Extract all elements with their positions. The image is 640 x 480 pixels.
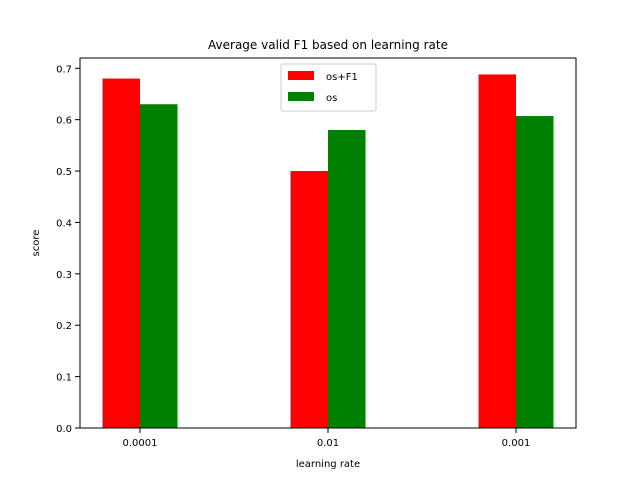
bar-os-0-0001 (140, 104, 178, 428)
bar-os-f1-0-01 (290, 171, 328, 429)
legend: os+F1 os (280, 63, 377, 112)
bar-os-0-001 (516, 116, 554, 428)
x-tick-label-0-001: 0.001 (502, 438, 531, 449)
bar-os-f1-0-0001 (102, 78, 140, 429)
y-tick-label-0-6: 0.6 (56, 116, 72, 127)
y-axis-label: score (31, 230, 42, 257)
x-tick-label-0-0001: 0.0001 (123, 438, 158, 449)
x-axis: 0.0001 0.01 0.001 (123, 428, 531, 449)
y-axis: 0.0 0.1 0.2 0.3 0.4 0.5 0.6 0.7 (56, 64, 80, 435)
x-axis-label: learning rate (296, 459, 360, 470)
plot-area: 0.0 0.1 0.2 0.3 0.4 0.5 0.6 0.7 0.0001 0.01 0.001 (56, 57, 577, 449)
y-tick-label-0-1: 0.1 (56, 373, 72, 384)
y-tick-label-0-7: 0.7 (56, 64, 72, 75)
chart-title: Average valid F1 based on learning rate (208, 38, 448, 52)
legend-label-os: os (326, 93, 337, 104)
legend-swatch-os (288, 92, 314, 101)
bar-os-0-01 (328, 129, 366, 428)
y-tick-label-0-3: 0.3 (56, 270, 72, 281)
legend-swatch-os-f1 (288, 71, 314, 80)
y-tick-label-0-4: 0.4 (56, 218, 72, 229)
bar-os-f1-0-001 (478, 74, 516, 428)
y-tick-label-0-5: 0.5 (56, 167, 72, 178)
legend-label-os-f1: os+F1 (326, 72, 358, 83)
x-tick-label-0-01: 0.01 (317, 438, 339, 449)
bars-group (102, 74, 554, 429)
y-tick-label-0-0: 0.0 (56, 424, 72, 435)
y-tick-label-0-2: 0.2 (56, 321, 72, 332)
